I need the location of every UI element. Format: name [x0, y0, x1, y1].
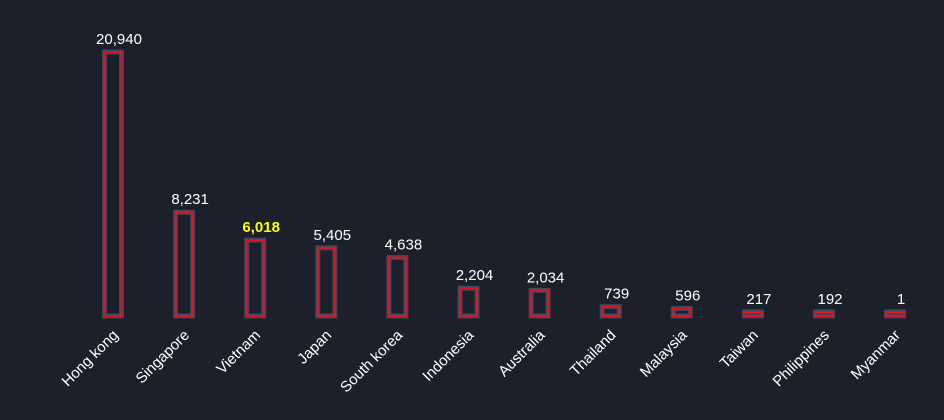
tick-label-japan: Japan [294, 327, 335, 368]
value-label-vietnam: 6,018 [242, 219, 280, 236]
tick-label-philippines: Philippines [770, 327, 833, 390]
bar-singapore [174, 211, 194, 317]
tick-label-myanmar: Myanmar [848, 327, 904, 383]
tick-label-malaysia: Malaysia [637, 326, 691, 380]
bar-glow-malaysia [670, 305, 693, 319]
value-label-thailand: 739 [604, 286, 629, 303]
tick-label-thailand: Thailand [567, 327, 620, 380]
bar-malaysia [672, 307, 692, 318]
bar-glow-singapore [173, 209, 196, 319]
tick-labels-layer: Hong kong Singapore Vietnam Japan South kore… [58, 326, 903, 396]
bar-indonesia [459, 287, 478, 317]
bar-vietnam [245, 239, 265, 318]
bar-thailand [601, 305, 621, 318]
tick-label-taiwan: Taiwan [717, 327, 762, 372]
bar-glow-hong-kong [102, 49, 124, 319]
value-label-south-korea: 4,638 [385, 237, 423, 254]
bar-hong-kong [103, 51, 123, 317]
tick-label-vietnam: Vietnam [213, 327, 264, 378]
bar-glow-south-korea [386, 255, 409, 319]
bar-japan [316, 246, 336, 317]
bar-taiwan [743, 311, 763, 317]
bar-glow-vietnam [244, 237, 267, 319]
value-label-singapore: 8,231 [171, 191, 209, 208]
bars-layer [102, 49, 907, 319]
value-label-philippines: 192 [817, 291, 842, 308]
bar-australia [530, 289, 550, 317]
tick-label-australia: Australia [495, 326, 549, 380]
bar-glow-japan [315, 245, 338, 319]
bar-glow-indonesia [457, 285, 480, 319]
value-label-japan: 5,405 [314, 227, 352, 244]
bar-philippines [814, 311, 834, 317]
value-label-australia: 2,034 [527, 269, 565, 286]
value-label-indonesia: 2,204 [456, 267, 494, 284]
bar-myanmar [885, 311, 905, 317]
value-label-myanmar: 1 [897, 291, 905, 308]
tick-label-singapore: Singapore [133, 327, 193, 387]
value-label-taiwan: 217 [746, 291, 771, 308]
tick-label-south-korea: South korea [337, 326, 407, 396]
bar-south-korea [387, 256, 407, 317]
value-label-hong-kong: 20,940 [96, 31, 142, 48]
tick-label-hong-kong: Hong kong [58, 327, 121, 390]
tick-label-indonesia: Indonesia [419, 326, 477, 384]
bar-glow-thailand [599, 304, 622, 319]
value-label-malaysia: 596 [675, 287, 700, 304]
value-labels-layer: 20,940 8,231 6,018 5,405 4,638 2,204 2,034 739 5… [96, 31, 905, 308]
bar-glow-australia [528, 287, 551, 319]
